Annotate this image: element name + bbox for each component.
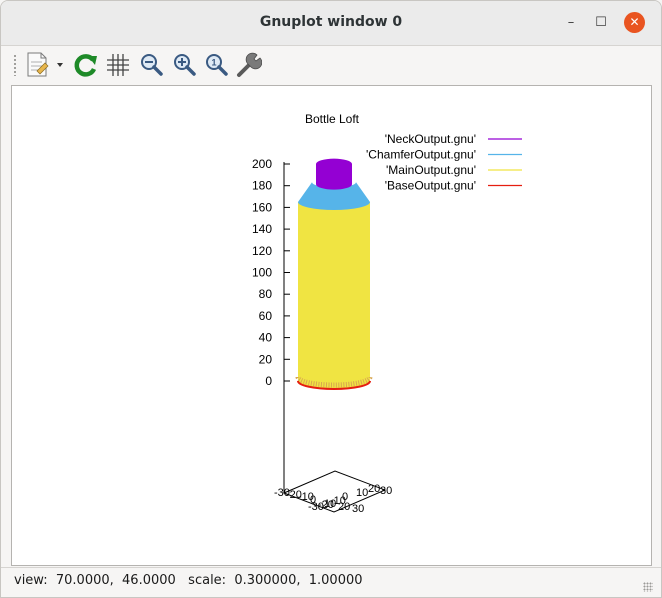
close-button[interactable]: ✕ <box>624 12 645 33</box>
base-surface <box>297 380 371 390</box>
replot-button[interactable] <box>73 52 99 78</box>
z-tick-label: 20 <box>259 352 273 366</box>
configure-button[interactable] <box>236 52 263 78</box>
legend-label: 'MainOutput.gnu' <box>386 163 476 177</box>
resize-grip[interactable] <box>643 582 653 592</box>
bottle-surface <box>295 158 373 390</box>
zoom-out-icon <box>141 54 163 76</box>
z-tick-label: 200 <box>252 157 272 171</box>
base-tick-label: 30 <box>380 485 392 497</box>
toolbar: 1 <box>1 46 661 84</box>
base-tick-label: 20 <box>338 501 350 513</box>
status-text: view: 70.0000, 46.0000 scale: 0.300000, … <box>14 573 363 588</box>
z-tick-label: 160 <box>252 200 272 214</box>
z-tick-label: 140 <box>252 222 272 236</box>
zoom-in-button[interactable] <box>171 52 197 78</box>
plot-area[interactable]: Bottle Loft 200 180 160 140 120 100 80 60 40 20 0 … <box>11 85 652 566</box>
base-tick-label: -10 <box>298 491 314 503</box>
document-export-icon <box>27 52 63 77</box>
grid-icon <box>107 54 129 76</box>
base-tick-labels: -30-20-100 10 20 30-30-20-100 10 20 30 <box>274 483 392 515</box>
export-button[interactable] <box>25 52 65 78</box>
z-tick-label: 180 <box>252 179 272 193</box>
chart-title: Bottle Loft <box>305 112 360 126</box>
base-tick-label: 20 <box>368 483 380 495</box>
toolbar-grip[interactable] <box>13 54 17 76</box>
base-tick-label: -30 <box>274 487 290 499</box>
neck-surface <box>316 158 352 190</box>
z-tick-label: 0 <box>265 374 272 388</box>
minimize-button[interactable]: – <box>567 15 575 30</box>
z-tick-label: 60 <box>259 309 273 323</box>
base-tick-label: 0 <box>342 491 348 503</box>
zoom-fit-button[interactable]: 1 <box>203 52 229 78</box>
window-title: Gnuplot window 0 <box>259 14 403 30</box>
base-tick-label: 0 <box>310 494 316 506</box>
zoom-fit-icon: 1 <box>206 54 228 76</box>
z-tick-label: 120 <box>252 244 272 258</box>
main-bottom-shade <box>295 376 373 388</box>
chamfer-surface <box>298 182 370 210</box>
legend-label: 'BaseOutput.gnu' <box>385 179 476 193</box>
status-bar: view: 70.0000, 46.0000 scale: 0.300000, … <box>1 567 661 597</box>
grid-button[interactable] <box>105 52 131 78</box>
legend-label: 'ChamferOutput.gnu' <box>366 148 476 162</box>
z-tick-label: 40 <box>259 331 273 345</box>
base-plane <box>282 470 387 513</box>
chart-svg: Bottle Loft 200180160140120100806040200 … <box>252 112 522 515</box>
z-tick-label: 100 <box>252 266 272 280</box>
base-tick-label: -10 <box>330 495 346 507</box>
maximize-button[interactable]: ☐ <box>595 15 607 30</box>
base-tick-label: 10 <box>356 487 368 499</box>
base-tick-label: -30 <box>308 501 324 513</box>
zoom-in-icon <box>174 54 196 76</box>
base-tick-label: 10 <box>324 498 336 510</box>
refresh-icon <box>74 54 97 77</box>
svg-text:1: 1 <box>211 58 216 68</box>
z-tick-label: 80 <box>259 287 273 301</box>
zoom-out-button[interactable] <box>138 52 164 78</box>
base-tick-label: -20 <box>286 489 302 501</box>
wrench-icon <box>237 52 263 77</box>
legend: 'NeckOutput.gnu' 'ChamferOutput.gnu''Main… <box>366 132 522 193</box>
main-surface <box>298 201 370 389</box>
base-tick-label: 30 <box>352 503 364 515</box>
title-bar[interactable]: Gnuplot window 0 – ☐ ✕ <box>1 1 661 46</box>
base-tick-label: -20 <box>318 499 334 511</box>
legend-label: 'NeckOutput.gnu' <box>385 132 476 146</box>
